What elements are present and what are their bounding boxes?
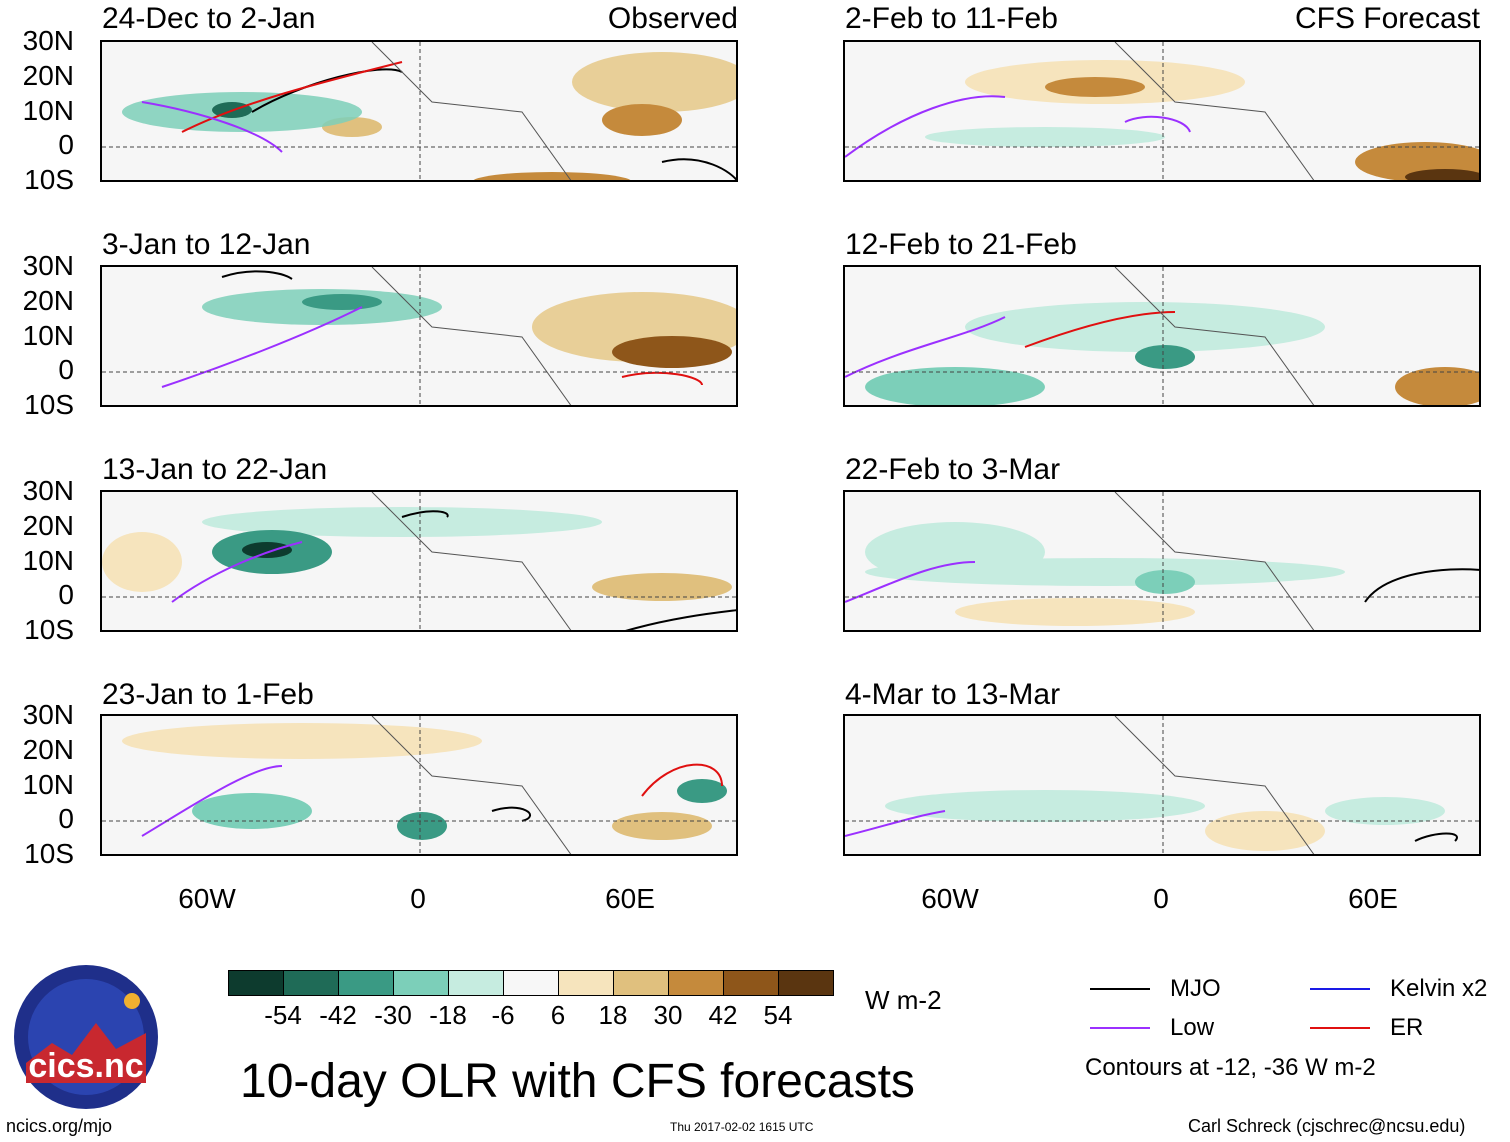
footer-author: Carl Schreck (cjschrec@ncsu.edu) — [1188, 1116, 1466, 1136]
colorbar-label: -42 — [319, 1000, 357, 1030]
legend-line-mjo — [1090, 988, 1150, 990]
lat-label: 30N — [22, 25, 74, 56]
lat-label: 10N — [22, 769, 74, 800]
footer-timestamp: Thu 2017-02-02 1615 UTC — [670, 1120, 814, 1134]
panel-title: 2-Feb to 11-Feb — [845, 2, 1058, 35]
panel-label-cfs-forecast: CFS Forecast — [1294, 2, 1480, 35]
legend-low: Low — [1170, 1014, 1215, 1041]
lat-label: 30N — [22, 475, 74, 506]
colorbar-units: W m-2 — [865, 985, 942, 1015]
colorbar-swatch — [503, 971, 558, 995]
olr-map-panel — [843, 265, 1481, 407]
olr-map-panel — [843, 40, 1481, 182]
panel-title: 13-Jan to 22-Jan — [102, 453, 328, 486]
colorbar-swatch — [393, 971, 448, 995]
cics-logo-graphic — [14, 965, 158, 1109]
colorbar-swatch — [723, 971, 778, 995]
olr-map-panel — [100, 40, 738, 182]
colorbar-swatch — [283, 971, 338, 995]
colorbar-label: -30 — [374, 1000, 412, 1030]
lat-label: 20N — [22, 285, 74, 316]
panel-title: 24-Dec to 2-Jan — [102, 2, 316, 35]
colorbar-label: -18 — [429, 1000, 467, 1030]
figure-title: 10-day OLR with CFS forecasts — [240, 1055, 915, 1108]
colorbar-swatch — [229, 971, 283, 995]
colorbar-swatch — [558, 971, 613, 995]
colorbar-label: 18 — [598, 1000, 628, 1030]
colorbar-label: 30 — [653, 1000, 683, 1030]
panel-title: 3-Jan to 12-Jan — [102, 228, 311, 261]
colorbar-swatch — [448, 971, 503, 995]
logo-text: cics.nc — [28, 1047, 144, 1085]
lat-label: 10S — [24, 164, 74, 195]
legend-er: ER — [1390, 1014, 1424, 1041]
lon-label: 60W — [178, 883, 236, 914]
panel-title: 23-Jan to 1-Feb — [102, 678, 314, 711]
lat-label: 20N — [22, 510, 74, 541]
colorbar-label: -54 — [264, 1000, 302, 1030]
lat-label: 10N — [22, 545, 74, 576]
olr-map-panel — [100, 490, 738, 632]
olr-map-panel — [100, 265, 738, 407]
lat-label: 0 — [58, 803, 74, 834]
lon-label: 60W — [921, 883, 979, 914]
lat-label: 0 — [58, 579, 74, 610]
colorbar-label: -6 — [491, 1000, 515, 1030]
colorbar-swatch — [338, 971, 393, 995]
footer-site: ncics.org/mjo — [6, 1116, 113, 1136]
panel-label-observed: Observed — [607, 2, 738, 35]
legend-contours-note: Contours at -12, -36 W m-2 — [1085, 1054, 1376, 1081]
lat-label: 10N — [22, 320, 74, 351]
lat-label: 30N — [22, 699, 74, 730]
lon-label: 60E — [1348, 883, 1398, 914]
colorbar-label: 54 — [763, 1000, 793, 1030]
legend-line-kelvin — [1310, 988, 1370, 990]
lat-label: 10S — [24, 838, 74, 869]
lat-label: 0 — [58, 354, 74, 385]
olr-map-panel — [100, 714, 738, 856]
colorbar-swatch — [778, 971, 833, 995]
panel-title: 12-Feb to 21-Feb — [845, 228, 1077, 261]
lon-label: 60E — [605, 883, 655, 914]
olr-map-panel — [843, 490, 1481, 632]
lat-label: 20N — [22, 734, 74, 765]
colorbar-label: 42 — [708, 1000, 738, 1030]
colorbar-swatch — [613, 971, 668, 995]
lon-label: 0 — [410, 883, 426, 914]
cics-logo: cics.nc — [12, 963, 160, 1111]
lat-label: 30N — [22, 250, 74, 281]
legend-mjo: MJO — [1170, 975, 1221, 1002]
lon-label: 0 — [1153, 883, 1169, 914]
panel-title: 22-Feb to 3-Mar — [845, 453, 1061, 486]
colorbar-label: 6 — [550, 1000, 566, 1030]
colorbar — [228, 970, 834, 996]
lat-label: 10S — [24, 614, 74, 645]
legend-line-low — [1090, 1027, 1150, 1029]
lat-label: 0 — [58, 129, 74, 160]
lat-label: 10N — [22, 95, 74, 126]
lat-label: 20N — [22, 60, 74, 91]
olr-map-panel — [843, 714, 1481, 856]
colorbar-swatch — [668, 971, 723, 995]
panel-title: 4-Mar to 13-Mar — [845, 678, 1061, 711]
legend-line-er — [1310, 1027, 1370, 1029]
legend-kelvin: Kelvin x2 — [1390, 975, 1488, 1002]
lat-label: 10S — [24, 389, 74, 420]
